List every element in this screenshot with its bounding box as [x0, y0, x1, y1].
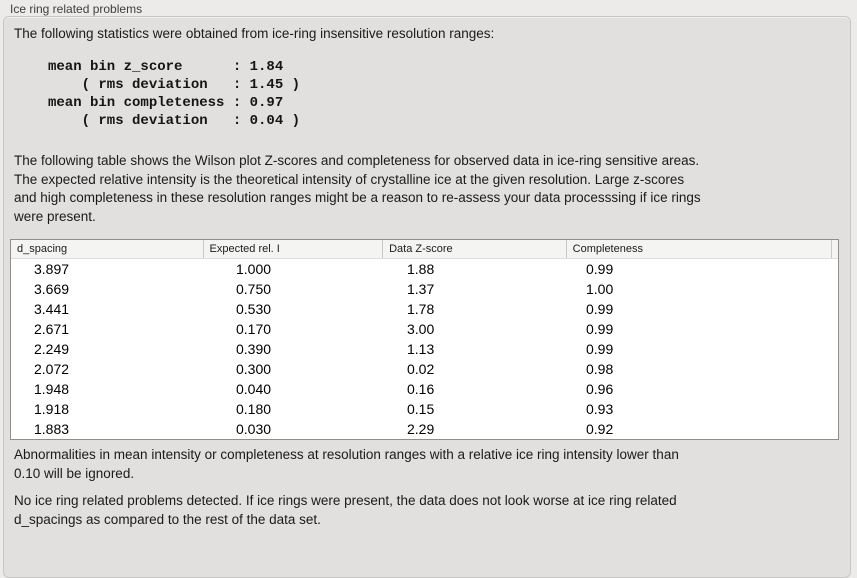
table-cell: 1.13 — [407, 341, 435, 357]
table-cell: 0.99 — [586, 321, 614, 337]
table-cell: 1.78 — [407, 301, 435, 317]
table-row[interactable]: 3.441 0.530 1.78 0.99 — [11, 299, 838, 319]
table-cell: 0.15 — [407, 401, 435, 417]
table-cell: 3.897 — [34, 261, 70, 277]
column-header-expected-rel-i[interactable]: Expected rel. I — [202, 240, 383, 258]
table-cell: 0.170 — [236, 321, 272, 337]
mean-bin-statistics-block: mean bin z_score : 1.84 ( rms deviation … — [48, 59, 301, 129]
table-cell: 3.00 — [407, 321, 435, 337]
table-cell: 1.000 — [236, 261, 272, 277]
table-cell: 1.883 — [34, 421, 70, 437]
table-cell: 1.88 — [407, 261, 435, 277]
panel-title: Ice ring related problems — [10, 2, 143, 16]
table-cell: 3.669 — [34, 281, 70, 297]
table-row[interactable]: 3.669 0.750 1.37 1.00 — [11, 279, 838, 299]
table-cell: 1.37 — [407, 281, 435, 297]
table-row[interactable]: 1.948 0.040 0.16 0.96 — [11, 379, 838, 399]
table-cell: 2.072 — [34, 361, 70, 377]
table-cell: 0.530 — [236, 301, 272, 317]
sensitive-areas-table-description: The following table shows the Wilson plo… — [14, 153, 701, 224]
conclusion-text: No ice ring related problems detected. I… — [14, 493, 677, 527]
table-row[interactable]: 2.671 0.170 3.00 0.99 — [11, 319, 838, 339]
table-cell: 0.93 — [586, 401, 614, 417]
table-cell: 0.750 — [236, 281, 272, 297]
insensitive-ranges-intro-text: The following statistics were obtained f… — [14, 26, 495, 41]
table-cell: 0.16 — [407, 381, 435, 397]
table-cell: 0.180 — [236, 401, 272, 417]
table-body: 3.897 1.000 1.88 0.99 3.669 0.750 1.37 1.00 3.44… — [11, 259, 838, 439]
table-cell: 0.99 — [586, 301, 614, 317]
table-header-row: d_spacing Expected rel. I Data Z-score C… — [11, 240, 838, 259]
table-cell: 1.948 — [34, 381, 70, 397]
table-cell: 1.918 — [34, 401, 70, 417]
column-header-empty — [831, 240, 838, 258]
column-header-data-z-score[interactable]: Data Z-score — [382, 240, 566, 258]
table-row[interactable]: 2.072 0.300 0.02 0.98 — [11, 359, 838, 379]
table-cell: 0.030 — [236, 421, 272, 437]
table-cell: 2.29 — [407, 421, 435, 437]
table-cell: 1.00 — [586, 281, 614, 297]
table-cell: 3.441 — [34, 301, 70, 317]
table-cell: 2.249 — [34, 341, 70, 357]
column-header-d-spacing[interactable]: d_spacing — [17, 243, 68, 255]
table-row[interactable]: 1.918 0.180 0.15 0.93 — [11, 399, 838, 419]
table-row[interactable]: 1.883 0.030 2.29 0.92 — [11, 419, 838, 439]
table-cell: 0.96 — [586, 381, 614, 397]
ice-ring-table: d_spacing Expected rel. I Data Z-score C… — [10, 239, 839, 440]
table-cell: 0.390 — [236, 341, 272, 357]
ignore-threshold-note: Abnormalities in mean intensity or compl… — [14, 447, 679, 481]
table-cell: 0.99 — [586, 341, 614, 357]
table-cell: 2.671 — [34, 321, 70, 337]
table-cell: 0.040 — [236, 381, 272, 397]
table-row[interactable]: 3.897 1.000 1.88 0.99 — [11, 259, 838, 279]
column-header-completeness[interactable]: Completeness — [565, 240, 831, 258]
table-cell: 0.98 — [586, 361, 614, 377]
table-cell: 0.02 — [407, 361, 435, 377]
table-cell: 0.92 — [586, 421, 614, 437]
table-row[interactable]: 2.249 0.390 1.13 0.99 — [11, 339, 838, 359]
table-cell: 0.300 — [236, 361, 272, 377]
table-cell: 0.99 — [586, 261, 614, 277]
